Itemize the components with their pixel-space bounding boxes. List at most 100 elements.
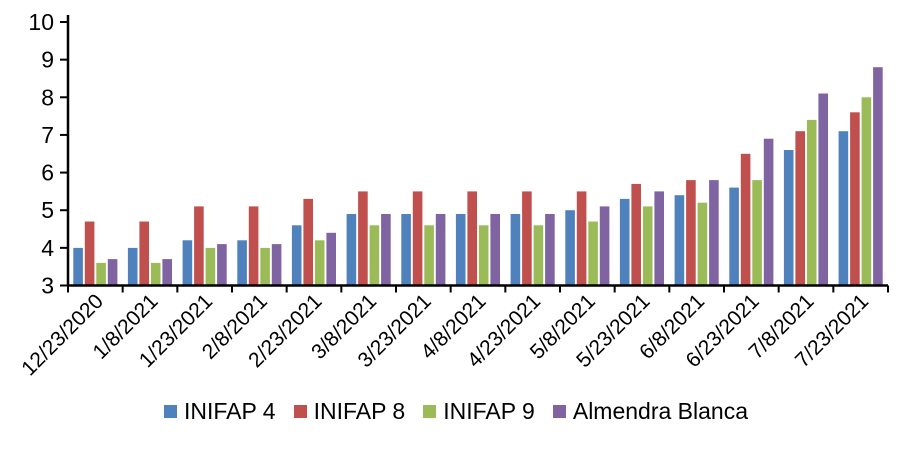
bar [467, 191, 477, 286]
bar [642, 206, 653, 286]
bar [588, 221, 598, 286]
legend-item-inifap-4: INIFAP 4 [163, 398, 276, 425]
bar-group [73, 221, 118, 286]
legend-label: INIFAP 9 [443, 398, 535, 424]
bar [795, 131, 805, 286]
bar [565, 210, 575, 286]
y-tick-label: 9 [41, 47, 54, 73]
bar-group [783, 93, 828, 286]
bar-group [619, 183, 664, 286]
bar [533, 225, 544, 286]
bar-group [729, 138, 774, 286]
bar [654, 191, 664, 286]
y-tick-label: 3 [41, 273, 54, 299]
bar [96, 262, 106, 286]
y-axis: 3 4 5 6 7 8 9 10 [28, 9, 70, 299]
bar-group [401, 191, 446, 286]
bar [522, 191, 532, 286]
bar [369, 225, 380, 286]
bar [401, 214, 411, 286]
bar-group [838, 67, 883, 286]
bar [709, 180, 719, 286]
x-axis: 12/23/20201/8/20211/23/20212/8/20212/23/… [17, 284, 889, 381]
legend-swatch-inifap-4 [163, 405, 177, 418]
bar [783, 150, 794, 286]
bar [150, 262, 161, 286]
bar [326, 232, 336, 286]
bar-group [674, 180, 719, 286]
bar [455, 214, 466, 286]
bar [237, 240, 247, 286]
legend-item-inifap-8: INIFAP 8 [293, 398, 406, 425]
bar [303, 198, 313, 286]
bars-layer [73, 67, 883, 286]
bar [838, 131, 849, 286]
bar [346, 214, 357, 286]
bar [217, 244, 227, 286]
bar [806, 119, 817, 286]
legend: INIFAP 4 INIFAP 8 INIFAP 9 Almendra Blan… [0, 398, 912, 425]
bar [194, 206, 204, 286]
bar [729, 187, 739, 286]
bar [73, 247, 83, 286]
bar [381, 214, 391, 286]
bar [619, 198, 630, 286]
bar [435, 214, 446, 286]
bar [599, 206, 610, 286]
bar [576, 191, 587, 286]
bar [752, 180, 762, 286]
bar [205, 247, 216, 286]
bar [162, 259, 172, 286]
legend-label: INIFAP 4 [183, 398, 276, 424]
y-tick-label: 4 [41, 235, 54, 261]
bar [127, 247, 138, 286]
legend-swatch-inifap-9 [423, 405, 437, 418]
bar [260, 247, 270, 286]
y-tick-label: 10 [28, 9, 54, 35]
bar [861, 97, 872, 286]
bar [248, 206, 259, 286]
legend-item-almendra-blanca: Almendra Blanca [552, 398, 749, 425]
bar-group [346, 191, 391, 286]
bar [182, 240, 193, 286]
y-tick-label: 7 [41, 122, 54, 148]
bar [850, 112, 860, 286]
bar [490, 214, 500, 286]
y-tick-label: 5 [41, 197, 54, 223]
bar [686, 180, 696, 286]
bar [424, 225, 434, 286]
legend-swatch-inifap-8 [293, 405, 307, 418]
legend-item-inifap-9: INIFAP 9 [423, 398, 535, 425]
bar-group [565, 191, 610, 286]
bar [631, 183, 641, 286]
bar-group [455, 191, 500, 286]
bar [271, 244, 282, 286]
bar [674, 195, 685, 286]
bar-group [127, 221, 172, 286]
legend-swatch-almendra-blanca [552, 405, 566, 418]
bar [510, 214, 521, 286]
bar [412, 191, 423, 286]
bar [873, 67, 883, 286]
y-tick-label: 8 [41, 84, 54, 110]
bar-group [291, 198, 336, 286]
bar [740, 153, 751, 286]
bar-group [510, 191, 555, 286]
x-tick-label: 12/23/2020 [17, 290, 108, 381]
bar-group [237, 206, 282, 286]
bar [818, 93, 828, 286]
y-tick-label: 6 [41, 160, 54, 186]
legend-label: INIFAP 8 [313, 398, 406, 424]
bar [84, 221, 95, 286]
legend-label: Almendra Blanca [572, 398, 749, 424]
bar [139, 221, 149, 286]
bar [314, 240, 325, 286]
bar [545, 214, 555, 286]
bar [697, 202, 708, 286]
bar [107, 259, 118, 286]
bar [291, 225, 302, 286]
bar [763, 138, 774, 286]
bar [358, 191, 368, 286]
